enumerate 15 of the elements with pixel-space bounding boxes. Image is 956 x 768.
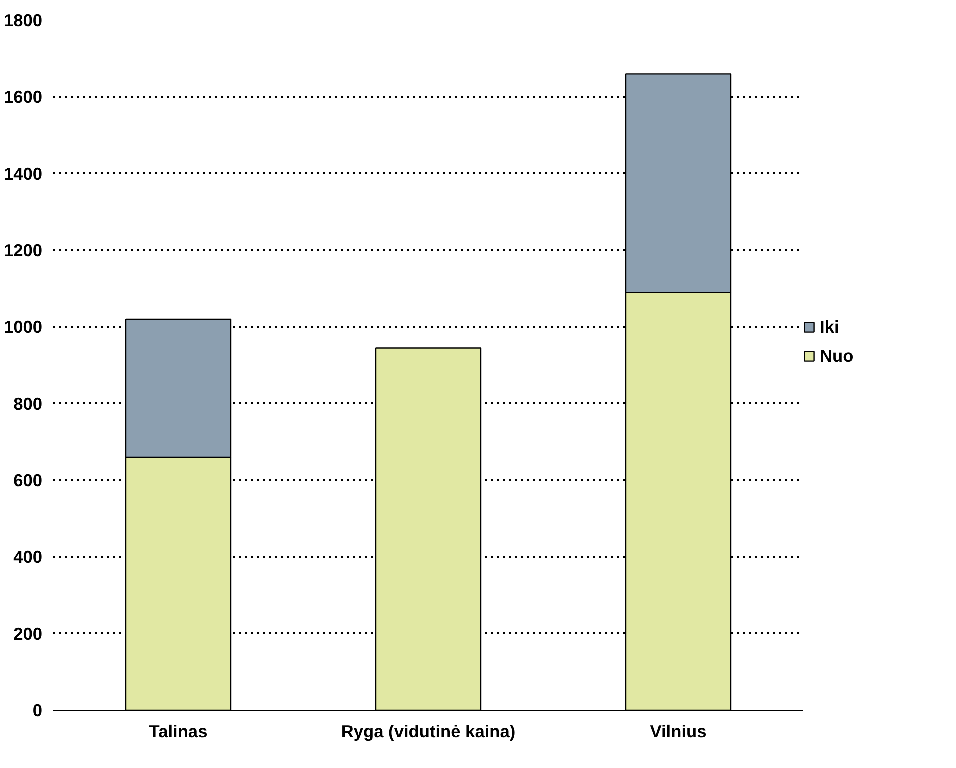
- y-tick-label: 1200: [4, 240, 43, 260]
- y-tick-label: 800: [14, 394, 43, 414]
- x-tick-label: Talinas: [149, 722, 208, 742]
- legend-label: Iki: [820, 316, 840, 338]
- y-tick-label: 1400: [4, 164, 43, 184]
- y-tick-label: 600: [14, 470, 43, 490]
- y-tick-label: 200: [14, 624, 43, 644]
- x-tick-label: Ryga (vidutinė kaina): [341, 722, 516, 742]
- y-tick-label: 0: [32, 700, 43, 720]
- y-tick-label: 1600: [4, 87, 43, 108]
- legend-label: Nuo: [820, 346, 854, 367]
- y-tick-label: 1000: [4, 317, 43, 338]
- y-tick-label: 1800: [4, 10, 43, 30]
- x-tick-label: Vilnius: [650, 722, 707, 742]
- y-tick-label: 400: [14, 547, 43, 568]
